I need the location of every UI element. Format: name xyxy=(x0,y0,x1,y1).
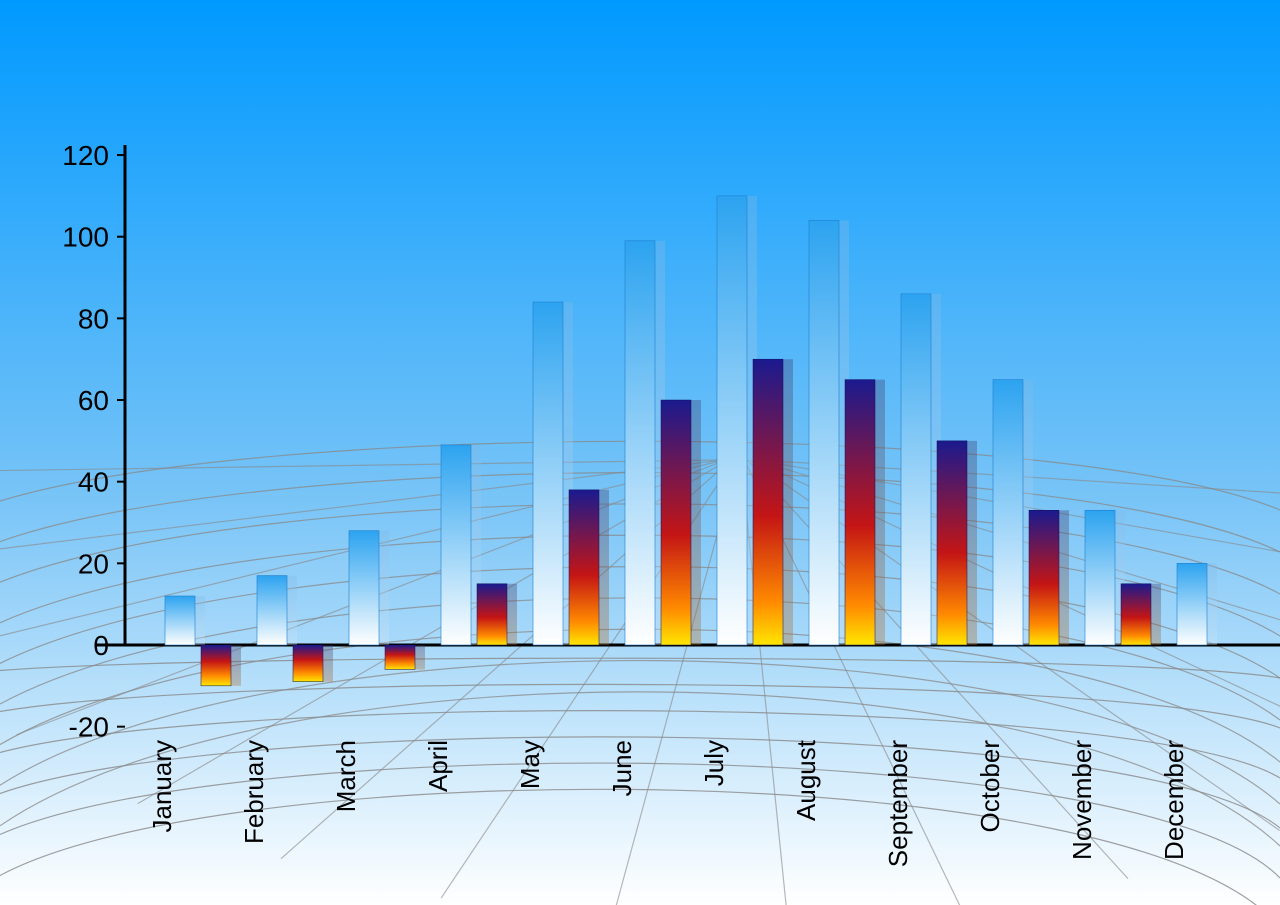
series1-bar xyxy=(809,220,839,645)
series2-bar xyxy=(201,645,231,686)
series2-bar xyxy=(937,441,967,645)
month-label: March xyxy=(331,740,361,812)
month-label: June xyxy=(607,740,637,796)
y-tick-label: 20 xyxy=(78,548,109,579)
month-label: April xyxy=(423,740,453,792)
month-label: November xyxy=(1067,740,1097,860)
month-label: December xyxy=(1159,740,1189,860)
series1-bar xyxy=(441,445,471,645)
series1-bar xyxy=(349,531,379,645)
y-tick-label: -20 xyxy=(69,712,109,743)
series2-bar xyxy=(661,400,691,645)
series2-bar xyxy=(569,490,599,645)
monthly-bar-chart: -20 0 20 40 60 80 100 120 January February March Ap… xyxy=(0,0,1280,905)
series2-bar xyxy=(1029,510,1059,645)
series1-bar xyxy=(717,196,747,645)
series1-bar xyxy=(165,596,195,645)
series2-bar xyxy=(477,584,507,645)
series1-bar xyxy=(533,302,563,645)
series1-bar xyxy=(1177,563,1207,645)
series2-bar xyxy=(385,645,415,669)
month-label: February xyxy=(239,740,269,844)
y-tick-label: 0 xyxy=(93,630,109,661)
series2-bar xyxy=(753,359,783,645)
series1-bar xyxy=(901,294,931,645)
series1-bar xyxy=(625,241,655,645)
month-label: October xyxy=(975,740,1005,833)
month-label: August xyxy=(791,739,821,821)
series1-bar xyxy=(257,576,287,645)
month-label: September xyxy=(883,740,913,868)
chart-container: -20 0 20 40 60 80 100 120 January February March Ap… xyxy=(0,0,1280,905)
y-tick-label: 100 xyxy=(62,222,109,253)
y-tick-label: 120 xyxy=(62,140,109,171)
series1-bar xyxy=(993,380,1023,645)
month-label: January xyxy=(147,740,177,833)
month-label: May xyxy=(515,740,545,789)
y-tick-label: 60 xyxy=(78,385,109,416)
y-tick-label: 80 xyxy=(78,303,109,334)
month-label: July xyxy=(699,740,729,786)
series2-bar xyxy=(1121,584,1151,645)
y-tick-label: 40 xyxy=(78,467,109,498)
series2-bar xyxy=(293,645,323,682)
series1-bar xyxy=(1085,510,1115,645)
series2-bar xyxy=(845,380,875,645)
